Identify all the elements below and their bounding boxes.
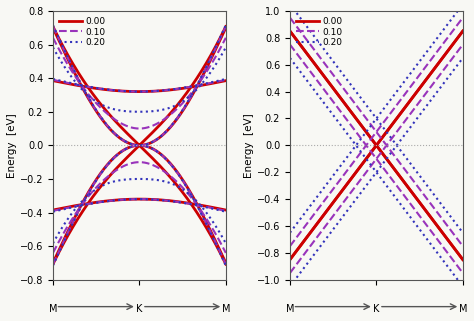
Y-axis label: Energy  [eV]: Energy [eV] [7, 113, 17, 178]
Legend: 0.00, 0.10, 0.20: 0.00, 0.10, 0.20 [57, 15, 108, 49]
Legend: 0.00, 0.10, 0.20: 0.00, 0.10, 0.20 [294, 15, 345, 49]
Y-axis label: Energy  [eV]: Energy [eV] [244, 113, 254, 178]
